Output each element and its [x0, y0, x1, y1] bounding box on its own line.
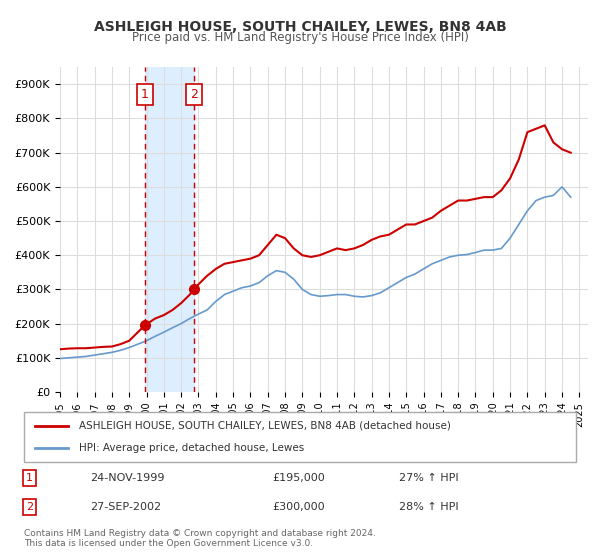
Text: HPI: Average price, detached house, Lewes: HPI: Average price, detached house, Lewe… [79, 443, 304, 453]
Text: 24-NOV-1999: 24-NOV-1999 [90, 473, 165, 483]
Text: 2: 2 [190, 88, 198, 101]
Text: £300,000: £300,000 [272, 502, 325, 512]
Text: 1: 1 [141, 88, 149, 101]
Text: 1: 1 [26, 473, 33, 483]
Text: 27-SEP-2002: 27-SEP-2002 [90, 502, 161, 512]
FancyBboxPatch shape [24, 412, 576, 462]
Bar [145, 67, 194, 392]
Text: 28% ↑ HPI: 28% ↑ HPI [400, 502, 459, 512]
Text: £195,000: £195,000 [272, 473, 325, 483]
Text: ASHLEIGH HOUSE, SOUTH CHAILEY, LEWES, BN8 4AB: ASHLEIGH HOUSE, SOUTH CHAILEY, LEWES, BN… [94, 20, 506, 34]
Text: ASHLEIGH HOUSE, SOUTH CHAILEY, LEWES, BN8 4AB (detached house): ASHLEIGH HOUSE, SOUTH CHAILEY, LEWES, BN… [79, 421, 451, 431]
Text: This data is licensed under the Open Government Licence v3.0.: This data is licensed under the Open Gov… [24, 539, 313, 548]
Text: 27% ↑ HPI: 27% ↑ HPI [400, 473, 459, 483]
Text: 2: 2 [26, 502, 33, 512]
Text: Price paid vs. HM Land Registry's House Price Index (HPI): Price paid vs. HM Land Registry's House … [131, 31, 469, 44]
Text: Contains HM Land Registry data © Crown copyright and database right 2024.: Contains HM Land Registry data © Crown c… [24, 529, 376, 538]
